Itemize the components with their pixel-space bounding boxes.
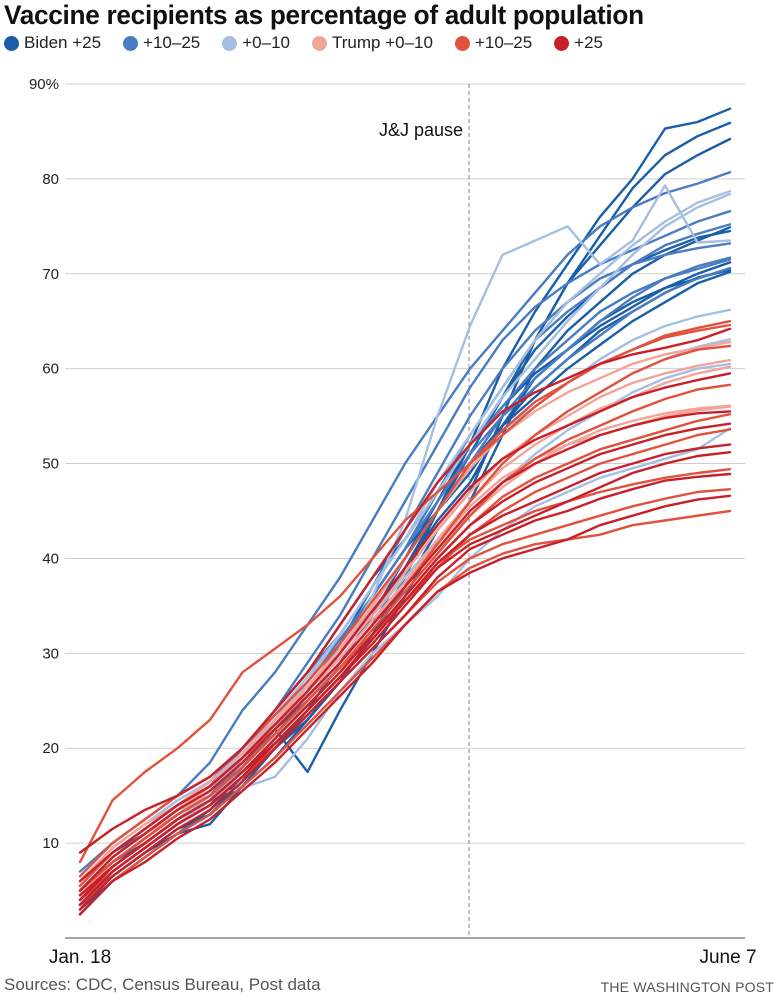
x-tick-label-end: June 7 [699, 947, 756, 968]
series-line-b10 [78, 170, 732, 873]
legend-dot-icon [222, 35, 238, 51]
series-line-t25 [78, 443, 732, 906]
legend-label: +10–25 [474, 33, 533, 52]
legend-item-trump-10-25: +10–25 [454, 33, 533, 53]
series-line-t0 [78, 358, 732, 883]
legend-item-biden-10-25: +10–25 [123, 33, 200, 53]
legend-label: +25 [574, 33, 604, 52]
y-tick-label: 50 [42, 456, 59, 473]
y-tick-label: 10 [42, 835, 59, 852]
x-tick-label-start: Jan. 18 [49, 947, 111, 968]
series-line-t25 [78, 410, 732, 892]
legend-label: +10–25 [143, 33, 201, 52]
source-note: Sources: CDC, Census Bureau, Post data [4, 975, 321, 994]
legend-label: Trump +0–10 [332, 33, 433, 52]
series-line-t25 [78, 372, 732, 883]
series-line-t25 [78, 451, 732, 897]
series-line-t25 [78, 472, 732, 911]
legend-dot-icon [454, 35, 470, 51]
chart-title: Vaccine recipients as percentage of adul… [4, 0, 644, 30]
series-line-t25 [78, 494, 732, 916]
legend-dot-icon [123, 35, 139, 51]
legend-item-biden-25: Biden +25 [4, 33, 101, 53]
series-line-t10 [78, 428, 732, 892]
jj-pause-label: J&J pause [379, 120, 463, 140]
legend-item-trump-25: +25 [554, 33, 603, 53]
legend-dot-icon [4, 35, 19, 51]
legend-label: +0–10 [242, 33, 290, 52]
series-line-b0 [78, 427, 732, 892]
y-tick-label: 80 [42, 171, 59, 188]
legend-label: Biden +25 [24, 33, 102, 52]
y-tick-label: 20 [42, 740, 59, 757]
legend-item-trump-0-10: Trump +0–10 [312, 33, 433, 53]
series-line-t25 [78, 327, 732, 854]
y-tick-label: 40 [42, 550, 59, 567]
y-tick-label: 90% [29, 76, 59, 93]
publisher-credit: THE WASHINGTON POST [600, 979, 774, 995]
legend-dot-icon [312, 35, 327, 51]
legend: Biden +25 +10–25 +0–10 Trump +0–10 +10–2… [4, 33, 625, 53]
legend-item-biden-0-10: +0–10 [222, 33, 290, 53]
y-axis-ticks: 10 20 30 40 50 60 70 80 90% [29, 76, 59, 852]
series-lines [78, 107, 732, 916]
y-tick-label: 60 [42, 361, 59, 378]
y-tick-label: 30 [42, 645, 59, 662]
legend-dot-icon [554, 35, 570, 51]
series-line-t10 [78, 413, 732, 902]
y-tick-label: 70 [42, 266, 59, 283]
